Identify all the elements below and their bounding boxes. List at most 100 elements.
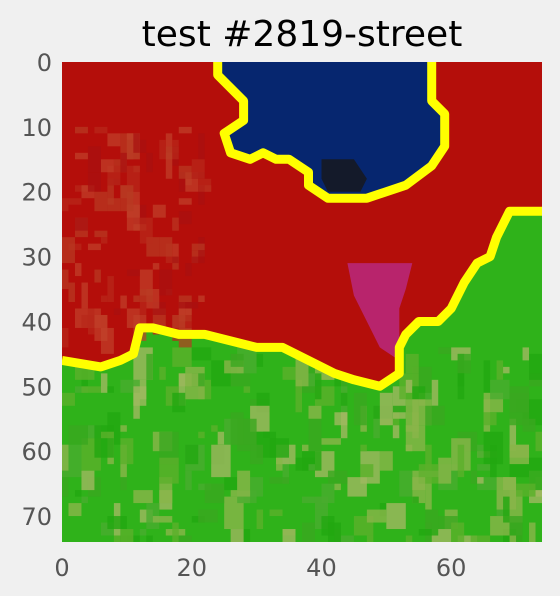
- y-tick-label: 70: [21, 503, 52, 531]
- green-texture-cell: [392, 405, 413, 413]
- green-texture-cell: [178, 535, 192, 542]
- green-texture-cell: [457, 373, 465, 400]
- green-texture-cell: [405, 535, 413, 542]
- red-texture-cell: [100, 237, 108, 244]
- green-texture-cell: [62, 392, 75, 406]
- red-texture-cell: [191, 159, 205, 179]
- red-texture-cell: [62, 198, 69, 212]
- red-texture-cell: [185, 263, 192, 277]
- red-texture-cell: [159, 139, 166, 160]
- green-texture-cell: [373, 405, 380, 439]
- green-texture-cell: [425, 405, 445, 426]
- red-texture-cell: [185, 308, 192, 315]
- red-texture-cell: [100, 159, 114, 173]
- red-texture-cell: [94, 126, 108, 134]
- green-texture-cell: [327, 470, 348, 484]
- red-texture-cell: [152, 204, 166, 218]
- red-texture-cell: [94, 269, 101, 283]
- green-texture-cell: [327, 522, 341, 542]
- green-texture-cell: [509, 516, 523, 536]
- green-texture-cell: [405, 353, 419, 374]
- green-texture-cell: [81, 496, 88, 504]
- green-texture-cell: [425, 477, 432, 510]
- red-texture-cell: [146, 152, 153, 173]
- x-tick-label: 20: [176, 554, 207, 582]
- x-tick-label: 60: [436, 554, 467, 582]
- red-texture-cell: [81, 282, 88, 309]
- x-axis: 0 20 40 60: [54, 554, 466, 582]
- green-texture-cell: [353, 392, 367, 426]
- green-texture-cell: [185, 470, 192, 491]
- red-texture-cell: [178, 211, 192, 225]
- green-texture-cell: [308, 405, 322, 419]
- green-texture-cell: [509, 418, 517, 452]
- green-texture-cell: [133, 386, 147, 406]
- red-texture-cell: [152, 263, 160, 270]
- red-texture-cell: [198, 178, 212, 192]
- red-texture-cell: [139, 302, 147, 315]
- red-texture-cell: [74, 152, 88, 160]
- y-tick-label: 0: [37, 49, 52, 77]
- green-texture-cell: [230, 490, 251, 497]
- green-texture-cell: [470, 470, 478, 484]
- green-texture-cell: [457, 353, 471, 374]
- red-texture-cell: [94, 230, 108, 238]
- green-texture-cell: [477, 444, 484, 458]
- green-texture-cell: [159, 431, 179, 465]
- green-texture-cell: [360, 464, 374, 478]
- green-texture-cell: [302, 522, 315, 542]
- green-texture-cell: [529, 457, 542, 491]
- green-texture-cell: [321, 373, 335, 380]
- green-texture-cell: [470, 535, 491, 542]
- green-texture-cell: [211, 444, 231, 478]
- green-texture-cell: [457, 535, 478, 542]
- red-texture-cell: [139, 217, 153, 244]
- green-texture-cell: [529, 522, 536, 542]
- green-texture-cell: [529, 353, 542, 380]
- green-texture-cell: [308, 464, 315, 471]
- green-texture-cell: [100, 373, 108, 393]
- red-texture-cell: [172, 256, 179, 264]
- green-texture-cell: [217, 431, 225, 445]
- green-texture-cell: [211, 425, 218, 432]
- red-texture-cell: [68, 198, 82, 205]
- green-texture-cell: [405, 379, 413, 393]
- green-texture-cell: [224, 477, 238, 491]
- green-texture-cell: [477, 464, 491, 471]
- green-texture-cell: [431, 379, 439, 406]
- red-texture-cell: [139, 289, 153, 302]
- green-texture-cell: [412, 496, 419, 504]
- red-texture-cell: [178, 172, 186, 192]
- red-texture-cell: [191, 243, 205, 251]
- green-texture-cell: [321, 483, 335, 504]
- green-texture-cell: [483, 412, 497, 426]
- red-texture-cell: [62, 269, 69, 290]
- green-texture-cell: [483, 360, 491, 393]
- red-texture-cell: [107, 178, 114, 205]
- green-texture-cell: [81, 386, 101, 393]
- red-texture-cell: [133, 295, 140, 302]
- red-texture-cell: [74, 263, 82, 277]
- green-texture-cell: [139, 529, 147, 536]
- green-texture-cell: [256, 353, 264, 367]
- red-texture-cell: [100, 295, 108, 302]
- heatmap-image: [62, 62, 542, 542]
- red-texture-cell: [139, 139, 147, 153]
- red-texture-cell: [120, 185, 134, 212]
- green-texture-cell: [133, 490, 153, 504]
- green-texture-cell: [107, 386, 114, 393]
- green-texture-cell: [366, 535, 374, 542]
- red-texture-cell: [107, 276, 114, 302]
- green-texture-cell: [230, 353, 244, 367]
- y-tick-label: 40: [21, 308, 52, 336]
- red-texture-cell: [178, 198, 192, 205]
- red-texture-cell: [74, 217, 88, 231]
- green-texture-cell: [516, 535, 523, 542]
- green-texture-cell: [425, 444, 432, 471]
- red-texture-cell: [62, 237, 75, 264]
- green-texture-cell: [483, 431, 504, 465]
- green-texture-cell: [516, 483, 536, 497]
- green-texture-cell: [243, 386, 251, 393]
- y-tick-label: 20: [21, 179, 52, 207]
